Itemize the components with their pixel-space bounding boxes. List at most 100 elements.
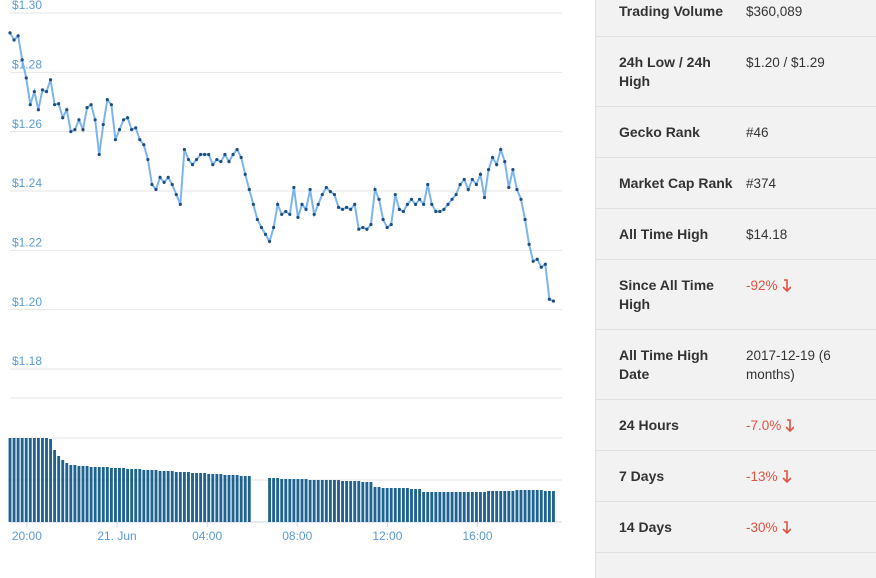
stat-value: -13% [746, 469, 778, 484]
price-point [296, 215, 300, 220]
price-point [434, 209, 438, 214]
stat-label: 24h Low / 24h High [619, 54, 711, 89]
volume-bar [442, 492, 446, 522]
stat-value-cell: -13% [746, 467, 871, 486]
price-point [349, 207, 353, 211]
volume-bar [434, 492, 438, 522]
arrow-path [785, 419, 795, 432]
volume-bar [470, 492, 474, 522]
volume-bar [308, 480, 312, 522]
price-point [215, 157, 219, 162]
price-point [263, 232, 268, 236]
price-point [36, 108, 40, 112]
stat-label: All Time High [619, 226, 709, 242]
stat-value-cell: $14.18 [746, 225, 871, 244]
volume-bar [187, 472, 190, 522]
price-point [292, 185, 296, 190]
volume-bar [16, 438, 20, 522]
price-point [69, 130, 73, 134]
price-point [93, 118, 97, 122]
volume-bar [515, 490, 519, 522]
stat-label: Since All Time High [619, 277, 714, 312]
price-point [458, 182, 462, 187]
stat-label-cell: Market Cap Rank [596, 174, 746, 193]
price-point [462, 177, 466, 182]
price-point [170, 182, 174, 187]
stat-label-cell: 24 Hours [596, 416, 746, 435]
volume-bar [89, 467, 93, 522]
volume-bar [450, 492, 454, 522]
volume-bar [397, 488, 401, 522]
volume-bar [203, 473, 207, 522]
volume-bar [357, 481, 361, 522]
price-point [105, 98, 109, 102]
price-point [369, 222, 373, 227]
price-point [507, 185, 511, 190]
price-point [450, 197, 454, 201]
price-point [158, 175, 162, 179]
x-tick-label: 21. Jun [97, 529, 136, 543]
price-point [81, 127, 85, 132]
y-tick-label: $1.22 [12, 236, 42, 250]
price-point [381, 217, 385, 222]
price-point [324, 185, 328, 190]
price-point [57, 102, 61, 106]
volume-bar [531, 490, 535, 522]
price-point [48, 78, 53, 82]
price-point [267, 239, 272, 244]
price-chart: $1.18 $1.20 $1.22 $1.24 $1.26 $1.28 $1.30 20:00… [8, 0, 562, 543]
volume-bar [418, 489, 422, 522]
volume-bar [57, 456, 61, 522]
price-point [365, 227, 369, 231]
volume-bar [414, 489, 417, 522]
price-point [357, 227, 361, 231]
volume-bar [20, 438, 24, 522]
volume-bar [174, 472, 178, 522]
price-point [223, 152, 227, 157]
volume-bar [393, 488, 397, 522]
volume-bar [377, 487, 381, 522]
stat-value: $360,089 [746, 4, 803, 19]
price-point [491, 155, 495, 160]
price-point [340, 207, 345, 211]
price-point [146, 157, 150, 162]
stat-value-cell: 2017-12-19 (6 months) [746, 346, 871, 384]
arrow-path [781, 470, 791, 483]
stat-label: 7 Days [619, 468, 665, 484]
y-tick-label: $1.30 [12, 0, 42, 12]
volume-bar [227, 475, 231, 522]
volume-bar [316, 480, 320, 522]
price-point [418, 197, 422, 201]
down-arrow-icon [781, 521, 791, 534]
price-point [531, 259, 535, 263]
y-tick-label: $1.28 [12, 58, 42, 72]
volume-bar [195, 473, 198, 522]
volume-bar [401, 488, 405, 522]
stat-label-cell: All Time High [596, 225, 746, 244]
stat-value-cell: -7.0% [746, 416, 871, 435]
volume-bar [312, 480, 316, 522]
volume-bar [170, 471, 174, 522]
volume-bar [466, 492, 470, 522]
price-point [478, 172, 483, 176]
volume-bar [349, 481, 353, 522]
price-point [515, 187, 519, 192]
price-point [97, 152, 101, 157]
volume-bar [369, 482, 373, 522]
volume-bar [304, 479, 308, 522]
volume-bar [235, 475, 239, 522]
price-point [495, 162, 499, 167]
volume-bar [223, 475, 227, 522]
price-point [393, 192, 397, 197]
stat-row: 24 Hours -7.0% [596, 400, 876, 451]
volume-bar [389, 488, 393, 522]
price-point [231, 152, 235, 157]
price-point [482, 195, 487, 200]
volume-bar [178, 472, 182, 522]
price-point [523, 217, 527, 222]
price-point [486, 168, 491, 172]
volume-bar [410, 489, 413, 522]
price-point [32, 90, 36, 94]
volume-bar [77, 466, 81, 522]
